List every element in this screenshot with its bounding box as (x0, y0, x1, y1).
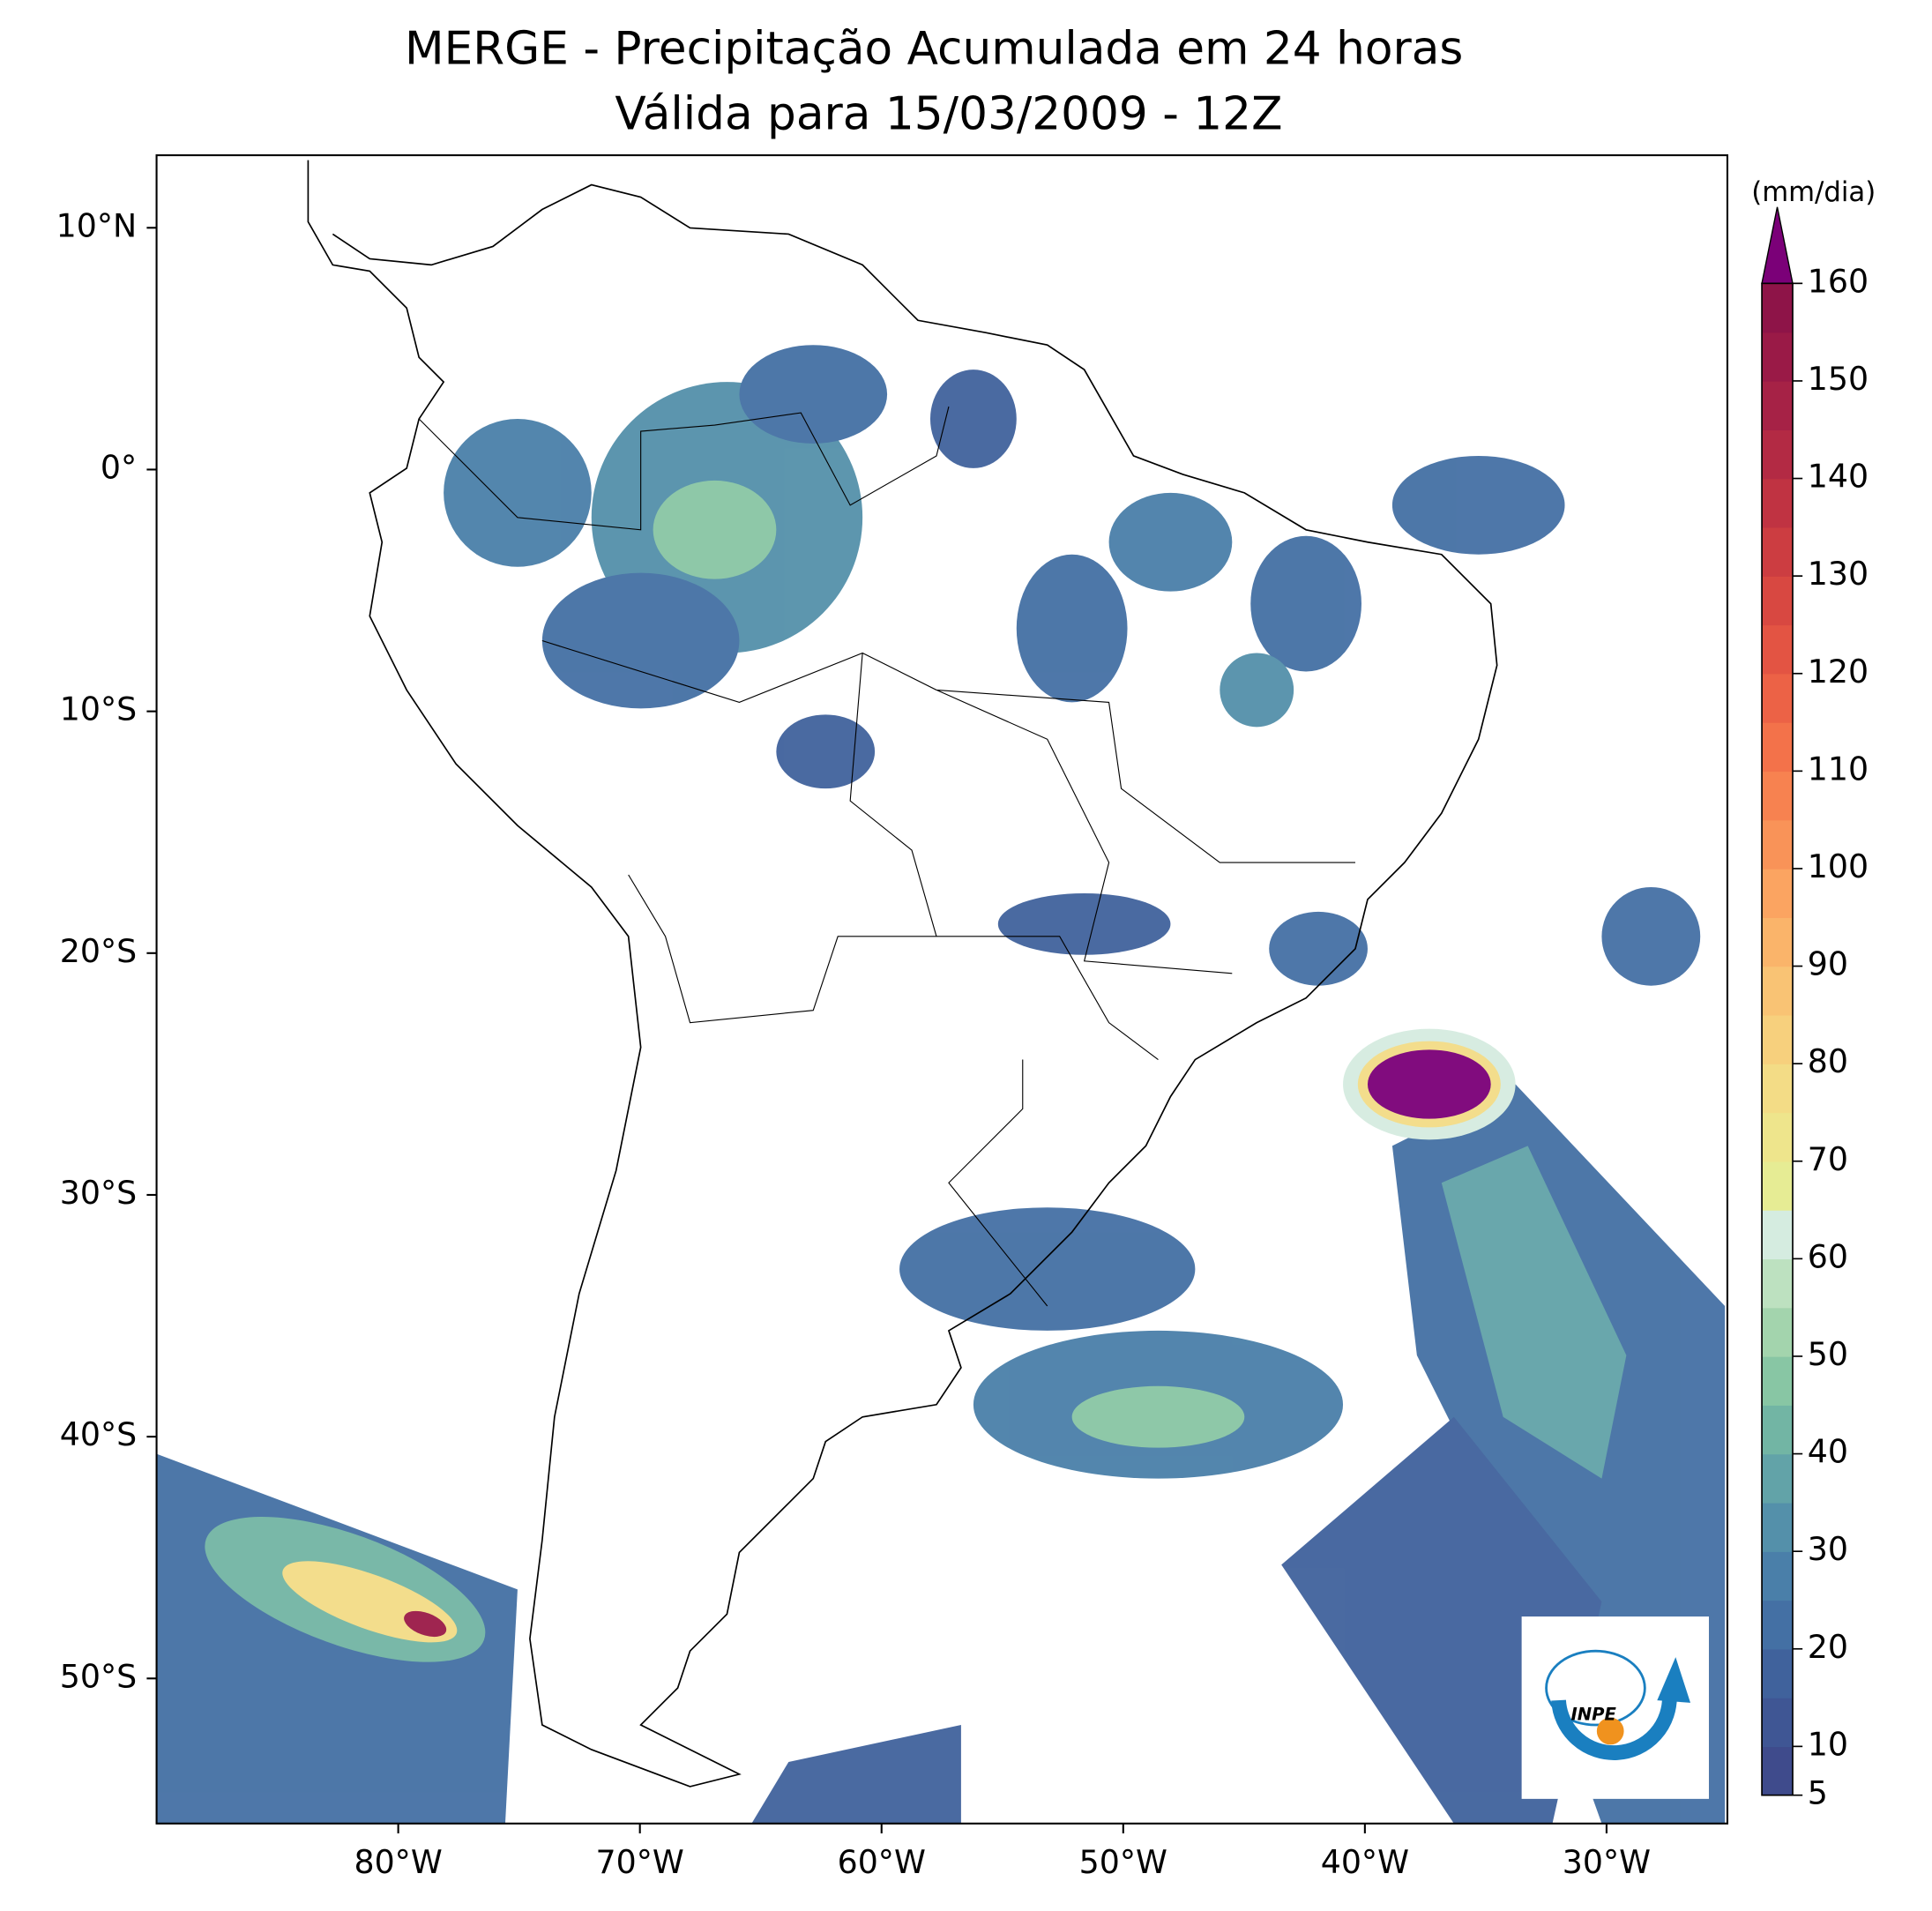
colorbar-band (1762, 1307, 1793, 1357)
y-tick-label: 40°S (60, 1415, 137, 1453)
colorbar-tick-label: 100 (1808, 847, 1869, 885)
colorbar-tick-label: 80 (1808, 1042, 1848, 1080)
colorbar-tick-label: 90 (1808, 945, 1848, 983)
colorbar-band (1762, 1258, 1793, 1309)
precip-field (156, 345, 1726, 1824)
y-tick-label: 50°S (60, 1657, 137, 1695)
y-tick-label: 10°S (60, 690, 137, 728)
colorbar-tick-label: 140 (1808, 458, 1869, 496)
colorbar-tick-label: 10 (1808, 1725, 1848, 1763)
colorbar-band (1762, 1502, 1793, 1552)
colorbar-band (1762, 722, 1793, 773)
logo-text: INPE (1571, 1704, 1617, 1724)
colorbar-band (1762, 1112, 1793, 1162)
colorbar-band (1762, 1355, 1793, 1406)
colorbar-tick-label: 130 (1808, 555, 1869, 593)
x-tick-label: 30°W (1563, 1843, 1651, 1881)
colorbar-tick-label: 70 (1808, 1140, 1848, 1178)
map-area (156, 160, 1726, 1824)
y-tick-label: 10°N (56, 206, 138, 244)
x-tick-label: 40°W (1321, 1843, 1409, 1881)
colorbar-tick-label: 160 (1808, 262, 1869, 300)
colorbar-band (1762, 819, 1793, 870)
y-tick-label: 20°S (60, 932, 137, 970)
colorbar-band (1762, 380, 1793, 430)
colorbar-band (1762, 1453, 1793, 1504)
colorbar-band (1762, 429, 1793, 480)
colorbar-band (1762, 1405, 1793, 1455)
colorbar-band (1762, 332, 1793, 382)
colorbar-band (1762, 624, 1793, 675)
colorbar-band (1762, 966, 1793, 1016)
chart-title: MERGE - Precipitação Acumulada em 24 hor… (405, 23, 1463, 76)
coastline (307, 160, 1498, 1788)
colorbar-label: (mm/dia) (1751, 176, 1876, 208)
y-tick-label: 0° (101, 448, 137, 486)
colorbar-tick-label: 40 (1808, 1433, 1848, 1471)
y-tick-label: 30°S (60, 1174, 137, 1212)
colorbar-band (1762, 917, 1793, 967)
colorbar-band (1762, 1698, 1793, 1748)
colorbar-tick-label: 50 (1808, 1335, 1848, 1373)
colorbar-tick-label: 150 (1808, 360, 1869, 398)
colorbar-band (1762, 1014, 1793, 1064)
map-frame (155, 153, 1728, 1825)
colorbar-tick-label: 30 (1808, 1530, 1848, 1568)
x-tick-label: 60°W (838, 1843, 926, 1881)
colorbar-band (1762, 478, 1793, 528)
x-tick-label: 50°W (1079, 1843, 1167, 1881)
colorbar-tick-label: 110 (1808, 750, 1869, 788)
chart-subtitle: Válida para 15/03/2009 - 12Z (615, 88, 1282, 141)
colorbar-extend (1761, 206, 1794, 285)
colorbar-band (1762, 1161, 1793, 1211)
colorbar-band (1762, 1064, 1793, 1114)
colorbar-band (1762, 283, 1793, 333)
colorbar-band (1762, 526, 1793, 577)
colorbar-band (1762, 1648, 1793, 1698)
colorbar-band (1762, 868, 1793, 918)
colorbar-band (1762, 1210, 1793, 1260)
borders (418, 406, 1356, 1307)
colorbar-tick-label: 20 (1808, 1628, 1848, 1666)
logo: INPE (1521, 1616, 1709, 1799)
colorbar-tick-label: 120 (1808, 653, 1869, 690)
x-tick-label: 70°W (596, 1843, 684, 1881)
x-tick-label: 80°W (354, 1843, 442, 1881)
colorbar-tick-label: 60 (1808, 1237, 1848, 1275)
colorbar-tick-label: 5 (1808, 1774, 1828, 1812)
colorbar-band (1762, 1551, 1793, 1601)
colorbar-band (1762, 1600, 1793, 1650)
colorbar-frame (1761, 282, 1794, 1796)
colorbar-band (1762, 771, 1793, 821)
colorbar-band (1762, 1746, 1793, 1796)
colorbar-band (1762, 673, 1793, 723)
colorbar-band (1762, 576, 1793, 626)
